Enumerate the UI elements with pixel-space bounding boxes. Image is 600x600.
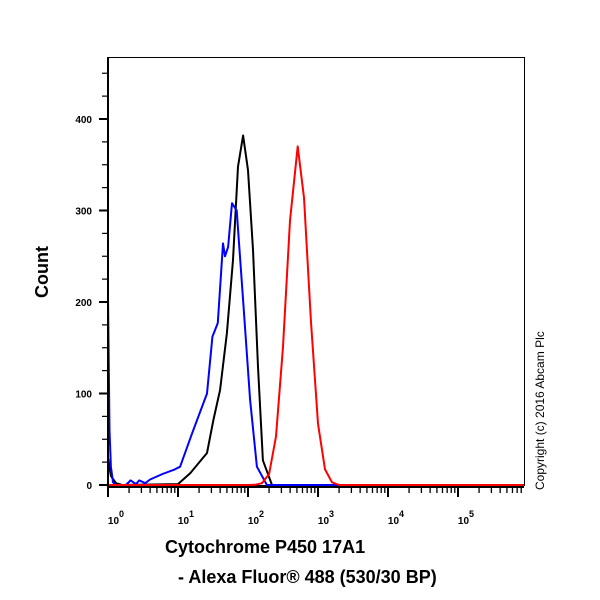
y-tick-label: 300	[75, 207, 92, 218]
x-tick-label-base: 10	[458, 516, 470, 527]
copyright-watermark: Copyright (c) 2016 Abcam Plc	[533, 331, 547, 490]
x-tick-label-exponent: 1	[189, 509, 194, 519]
histogram-series-1	[107, 202, 524, 486]
y-tick-label: 100	[75, 390, 92, 401]
x-tick-label: 102	[248, 509, 264, 527]
y-tick-label: 400	[75, 115, 92, 126]
x-tick-label: 104	[388, 509, 404, 527]
histogram-series-0	[107, 134, 524, 486]
x-tick-label-base: 10	[178, 516, 190, 527]
x-tick-label-base: 10	[108, 516, 120, 527]
x-tick-label-exponent: 5	[469, 509, 474, 519]
x-tick-label-base: 10	[318, 516, 330, 527]
plot-frame	[108, 57, 525, 486]
x-tick-label: 101	[178, 509, 194, 527]
x-tick-label-exponent: 4	[399, 509, 404, 519]
y-tick-label: 0	[86, 481, 92, 492]
x-tick-label-base: 10	[388, 516, 400, 527]
x-tick-label-base: 10	[248, 516, 260, 527]
x-tick-label-exponent: 2	[259, 509, 264, 519]
x-tick-label: 103	[318, 509, 334, 527]
x-tick-label: 100	[108, 509, 124, 527]
x-axis-title-line-1: Cytochrome P450 17A1	[165, 537, 365, 557]
histogram-series-2	[108, 145, 524, 486]
series-layer	[107, 134, 524, 486]
y-tick-label: 200	[75, 298, 92, 309]
y-axis-title: Count	[32, 246, 52, 298]
x-tick-label: 105	[458, 509, 474, 527]
x-tick-label-exponent: 0	[119, 509, 124, 519]
x-axis-title-line-2: - Alexa Fluor® 488 (530/30 BP)	[178, 567, 437, 587]
x-tick-label-exponent: 3	[329, 509, 334, 519]
